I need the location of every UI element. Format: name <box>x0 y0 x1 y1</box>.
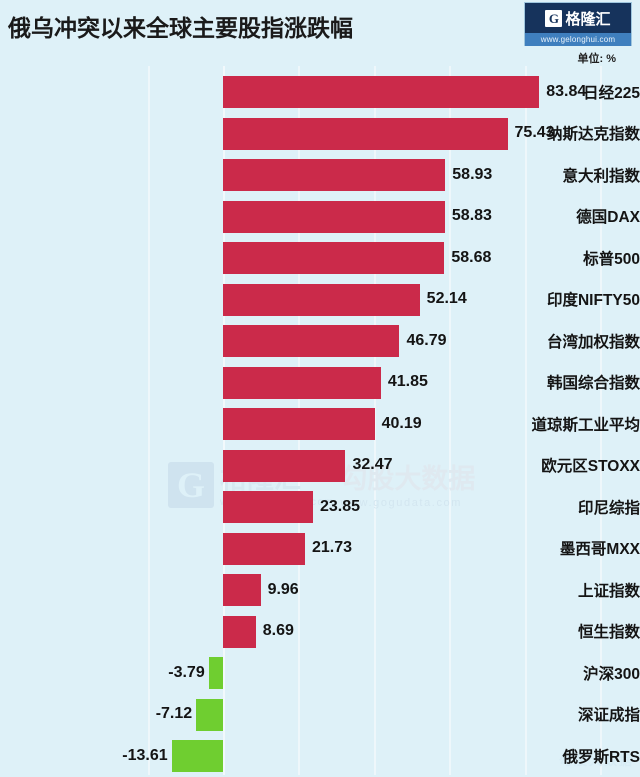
value-label: -7.12 <box>155 705 193 723</box>
value-label: 21.73 <box>311 539 352 557</box>
bar-row: 沪深300 -3.79 <box>0 652 640 694</box>
value-label: 32.47 <box>352 456 393 474</box>
category-label: 日经225 <box>583 84 640 102</box>
bar-row: 意大利指数 58.93 <box>0 154 640 196</box>
category-label: 沪深300 <box>583 665 640 683</box>
bar-negative <box>208 657 223 689</box>
bar-positive <box>223 325 400 357</box>
value-label: 8.69 <box>262 622 294 640</box>
value-label: 52.14 <box>426 290 467 308</box>
logo-row: G 格隆汇 <box>525 3 631 33</box>
bar-row: 印尼综指 23.85 <box>0 486 640 528</box>
bar-negative <box>171 740 223 772</box>
category-label: 台湾加权指数 <box>546 333 640 351</box>
value-label: 58.83 <box>451 207 492 225</box>
category-label: 标普500 <box>583 250 640 268</box>
bar-row: 墨西哥MXX 21.73 <box>0 528 640 570</box>
bar-row: 深证成指 -7.12 <box>0 694 640 736</box>
bar-positive <box>223 449 346 482</box>
unit-label: 单位: % <box>577 53 617 65</box>
bar-positive <box>223 574 261 606</box>
bar-row: 日经225 83.84 <box>0 71 640 113</box>
bar-negative <box>196 698 223 731</box>
value-label: 58.68 <box>451 248 492 266</box>
category-label: 上证指数 <box>577 582 640 600</box>
category-label: 意大利指数 <box>562 167 640 185</box>
gridline <box>147 66 150 775</box>
value-label: 46.79 <box>406 331 447 349</box>
chart-header: 俄乌冲突以来全球主要股指涨跌幅 G 格隆汇 www.gelonghui.com … <box>0 0 640 66</box>
category-label: 韩国综合指数 <box>546 375 640 393</box>
logo-name: 格隆汇 <box>565 10 611 28</box>
bar-positive <box>223 76 540 108</box>
gridline <box>373 66 376 775</box>
bar-row: 印度NIFTY50 52.14 <box>0 279 640 321</box>
page-title: 俄乌冲突以来全球主要股指涨跌幅 <box>8 15 353 41</box>
gridline <box>600 66 603 775</box>
gridline <box>449 66 452 775</box>
bar-row: 恒生指数 8.69 <box>0 611 640 653</box>
bar-row: 台湾加权指数 46.79 <box>0 320 640 362</box>
value-label: 9.96 <box>267 580 299 598</box>
value-label: 40.19 <box>381 414 422 432</box>
bar-row: 纳斯达克指数 75.43 <box>0 113 640 155</box>
bar-positive <box>223 283 420 316</box>
category-label: 恒生指数 <box>577 624 640 642</box>
bar-row: 欧元区STOXX 32.47 <box>0 445 640 487</box>
category-label: 道琼斯工业平均 <box>531 416 640 434</box>
value-label: -13.61 <box>122 746 168 764</box>
bar-chart: G 格隆汇 www.gelonghui.com 勾股大数据 www.goguda… <box>0 66 640 775</box>
category-label: 印度NIFTY50 <box>546 292 640 310</box>
value-label: -3.79 <box>168 663 205 681</box>
bar-positive <box>223 159 446 191</box>
bar-positive <box>223 366 381 399</box>
value-label: 75.43 <box>514 124 555 142</box>
bar-row: 标普500 58.68 <box>0 237 640 279</box>
bar-positive <box>223 242 445 274</box>
bar-positive <box>223 200 445 233</box>
category-label: 纳斯达克指数 <box>546 126 640 144</box>
logo-url: www.gelonghui.com <box>525 33 631 46</box>
category-label: 印尼综指 <box>577 499 640 517</box>
bar-positive <box>223 491 313 523</box>
logo-glyph-icon: G <box>545 9 563 27</box>
category-label: 俄罗斯RTS <box>562 748 640 766</box>
bar-positive <box>223 408 375 440</box>
brand-logo: G 格隆汇 www.gelonghui.com <box>524 2 632 46</box>
value-label: 41.85 <box>387 373 428 391</box>
bar-row: 俄罗斯RTS -13.61 <box>0 735 640 777</box>
bar-positive <box>223 117 508 150</box>
value-label: 83.84 <box>546 82 587 100</box>
bar-row: 上证指数 9.96 <box>0 569 640 611</box>
bar-positive <box>223 615 256 648</box>
category-label: 墨西哥MXX <box>559 541 640 559</box>
category-label: 德国DAX <box>576 209 640 227</box>
category-label: 深证成指 <box>577 707 640 725</box>
gridline <box>524 66 527 775</box>
bar-row: 道琼斯工业平均 40.19 <box>0 403 640 445</box>
value-label: 23.85 <box>319 497 360 515</box>
value-label: 58.93 <box>452 165 493 183</box>
bar-row: 德国DAX 58.83 <box>0 196 640 238</box>
bar-row: 韩国综合指数 41.85 <box>0 362 640 404</box>
bar-positive <box>223 532 305 565</box>
category-label: 欧元区STOXX <box>541 458 640 476</box>
